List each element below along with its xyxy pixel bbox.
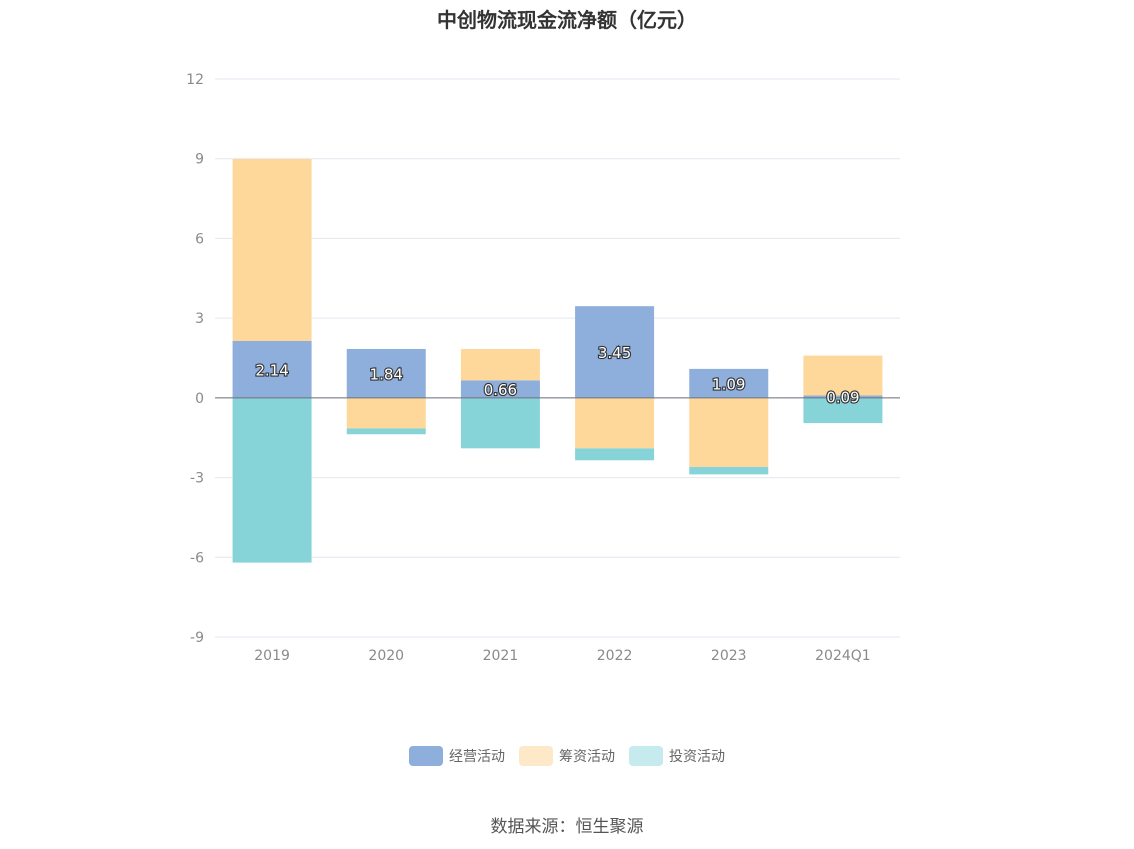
x-tick-label-2021: 2021 bbox=[483, 648, 519, 664]
legend-swatch-operating bbox=[409, 746, 443, 766]
x-axis-ticks: 2019 2020 2021 2022 2023 2024Q1 bbox=[215, 636, 900, 664]
y-tick-label-7: -9 bbox=[190, 630, 204, 646]
chart-title: 中创物流现金流净额（亿元） bbox=[437, 8, 697, 32]
y-tick-label-1: 9 bbox=[195, 152, 204, 168]
legend: 经营活动 筹资活动 投资活动 bbox=[0, 746, 1134, 766]
bar-s2-2024Q1[interactable] bbox=[803, 397, 883, 424]
y-tick-label-2: 6 bbox=[195, 231, 204, 247]
grid-lines bbox=[215, 78, 900, 638]
bar-s1-2022[interactable] bbox=[575, 397, 655, 449]
bar-s1-2023[interactable] bbox=[689, 397, 769, 467]
x-tick-label-2024Q1: 2024Q1 bbox=[815, 648, 871, 664]
data-labels: 2.14 1.84 0.66 3.45 1.09 0.09 bbox=[254, 343, 860, 408]
bars bbox=[232, 158, 883, 563]
legend-item-investing[interactable]: 投资活动 bbox=[629, 746, 725, 766]
x-tick-label-2022: 2022 bbox=[597, 648, 633, 664]
bar-s0-2024Q1[interactable] bbox=[803, 395, 883, 398]
legend-label-operating: 经营活动 bbox=[449, 749, 505, 765]
bar-s2-2021[interactable] bbox=[460, 397, 540, 449]
bar-s2-2023[interactable] bbox=[689, 466, 769, 475]
bar-s0-2023[interactable] bbox=[689, 368, 769, 398]
legend-item-financing[interactable]: 筹资活动 bbox=[519, 746, 615, 766]
data-label-2019: 2.14 bbox=[255, 361, 288, 379]
bar-s1-2021[interactable] bbox=[460, 348, 540, 381]
bar-s0-2019[interactable] bbox=[232, 340, 312, 398]
y-tick-label-3: 3 bbox=[195, 311, 204, 327]
bar-s0-2020[interactable] bbox=[346, 348, 426, 398]
bar-s1-2024Q1[interactable] bbox=[803, 355, 883, 396]
y-tick-label-5: -3 bbox=[190, 471, 204, 487]
data-label-2024Q1: 0.09 bbox=[826, 389, 859, 407]
x-tick-label-2020: 2020 bbox=[368, 648, 404, 664]
y-tick-label-4: 0 bbox=[195, 391, 204, 407]
legend-label-financing: 筹资活动 bbox=[559, 749, 615, 765]
bar-s0-2022[interactable] bbox=[575, 306, 655, 398]
source-note: 数据来源：恒生聚源 bbox=[490, 817, 644, 837]
x-tick-label-2019: 2019 bbox=[254, 648, 290, 664]
bar-s0-2021[interactable] bbox=[460, 380, 540, 398]
y-axis-ticks: 12 9 6 3 0 -3 -6 -9 bbox=[186, 72, 204, 646]
data-label-2020: 1.84 bbox=[370, 365, 403, 383]
bar-s2-2019[interactable] bbox=[232, 397, 312, 563]
legend-label-investing: 投资活动 bbox=[669, 749, 725, 765]
bar-s1-2019[interactable] bbox=[232, 158, 312, 341]
bar-s2-2022[interactable] bbox=[575, 448, 655, 461]
bar-s1-2020[interactable] bbox=[346, 397, 426, 429]
data-label-2022: 3.45 bbox=[598, 344, 631, 362]
y-tick-label-0: 12 bbox=[186, 72, 204, 88]
data-label-2021: 0.66 bbox=[484, 381, 517, 399]
x-tick-label-2023: 2023 bbox=[711, 648, 747, 664]
bar-s2-2020[interactable] bbox=[346, 428, 426, 435]
legend-swatch-financing bbox=[519, 746, 553, 766]
legend-swatch-investing bbox=[629, 746, 663, 766]
data-label-2023: 1.09 bbox=[712, 375, 745, 393]
y-tick-label-6: -6 bbox=[190, 550, 204, 566]
legend-item-operating[interactable]: 经营活动 bbox=[409, 746, 505, 766]
